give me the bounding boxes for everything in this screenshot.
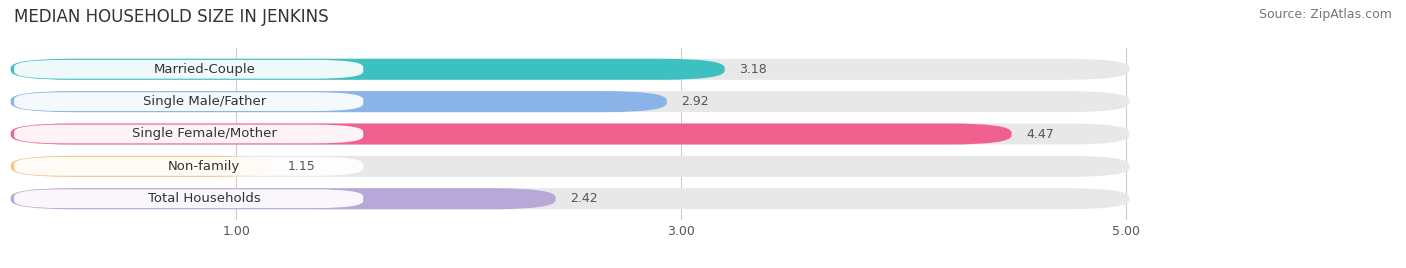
FancyBboxPatch shape xyxy=(14,125,363,143)
Text: 3.18: 3.18 xyxy=(740,63,766,76)
FancyBboxPatch shape xyxy=(11,124,1011,144)
FancyBboxPatch shape xyxy=(11,188,555,209)
Text: Single Male/Father: Single Male/Father xyxy=(142,95,266,108)
Text: 2.42: 2.42 xyxy=(569,192,598,205)
FancyBboxPatch shape xyxy=(11,91,1129,112)
FancyBboxPatch shape xyxy=(11,91,666,112)
Text: Married-Couple: Married-Couple xyxy=(153,63,254,76)
Text: Non-family: Non-family xyxy=(169,160,240,173)
FancyBboxPatch shape xyxy=(14,157,363,176)
FancyBboxPatch shape xyxy=(14,189,363,208)
Text: Single Female/Mother: Single Female/Mother xyxy=(132,128,277,140)
FancyBboxPatch shape xyxy=(11,59,724,80)
FancyBboxPatch shape xyxy=(11,156,273,177)
FancyBboxPatch shape xyxy=(11,59,1129,80)
FancyBboxPatch shape xyxy=(11,124,1129,144)
FancyBboxPatch shape xyxy=(11,156,1129,177)
Text: Source: ZipAtlas.com: Source: ZipAtlas.com xyxy=(1258,8,1392,21)
Text: MEDIAN HOUSEHOLD SIZE IN JENKINS: MEDIAN HOUSEHOLD SIZE IN JENKINS xyxy=(14,8,329,26)
Text: 4.47: 4.47 xyxy=(1026,128,1053,140)
Text: 1.15: 1.15 xyxy=(288,160,315,173)
Text: 2.92: 2.92 xyxy=(682,95,709,108)
FancyBboxPatch shape xyxy=(14,60,363,79)
FancyBboxPatch shape xyxy=(11,188,1129,209)
Text: Total Households: Total Households xyxy=(148,192,260,205)
FancyBboxPatch shape xyxy=(14,92,363,111)
